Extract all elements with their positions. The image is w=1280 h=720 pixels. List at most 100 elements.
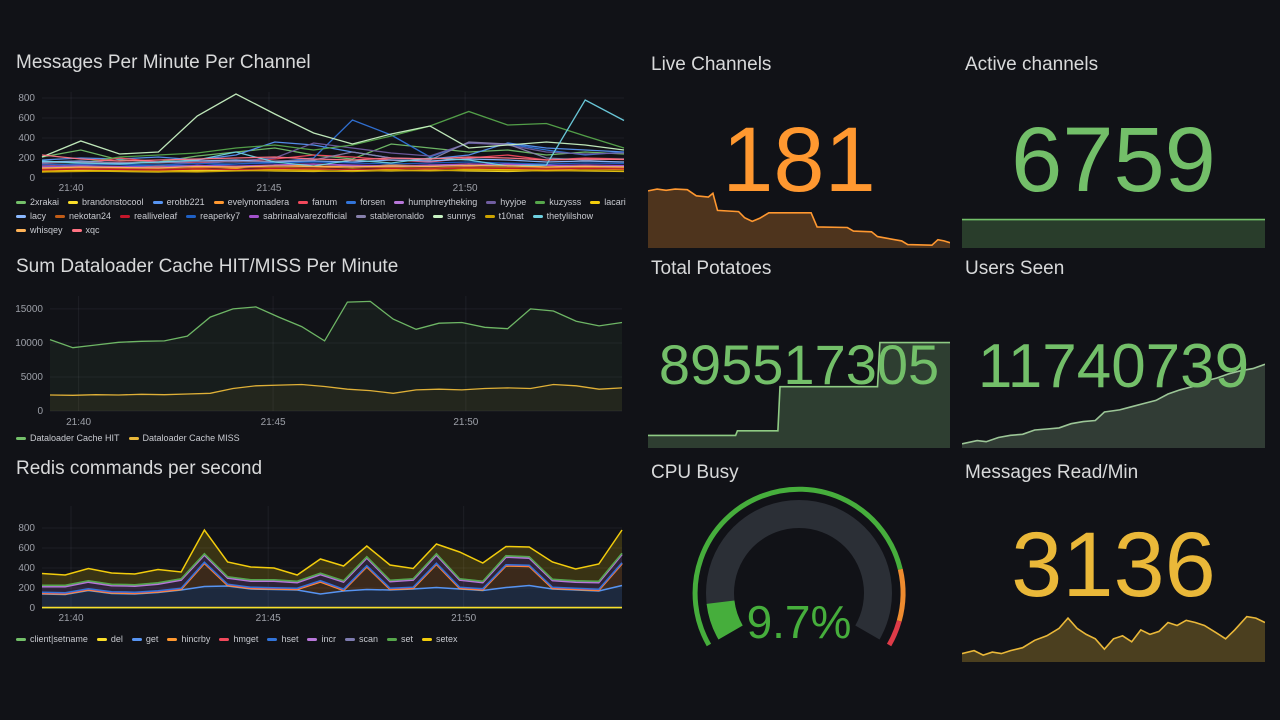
svg-text:400: 400 — [18, 133, 35, 144]
panel-title-users-seen[interactable]: Users Seen — [965, 258, 1065, 279]
legend-item-lacy[interactable]: lacy — [16, 211, 46, 221]
legend-label: hincrby — [181, 634, 211, 644]
cpu-busy-gauge — [648, 456, 950, 662]
legend-swatch — [307, 637, 318, 641]
redis-commands-legend: client|setname del get hincrby hmget hset incr… — [16, 634, 628, 644]
legend-item-client-setname[interactable]: client|setname — [16, 634, 88, 644]
svg-text:800: 800 — [18, 93, 35, 104]
legend-item-hincrby[interactable]: hincrby — [167, 634, 210, 644]
legend-item-erobb221[interactable]: erobb221 — [152, 197, 205, 207]
panel-title-active-channels[interactable]: Active channels — [965, 54, 1099, 75]
panel-title-dataloader-cache[interactable]: Sum Dataloader Cache HIT/MISS Per Minute — [16, 256, 399, 277]
legend-swatch — [152, 200, 163, 204]
legend-item-scan[interactable]: scan — [344, 634, 378, 644]
legend-label: hmget — [233, 634, 259, 644]
legend-swatch — [186, 214, 197, 218]
legend-item-hset[interactable]: hset — [267, 634, 298, 644]
legend-label: lacy — [30, 211, 47, 221]
svg-text:21:45: 21:45 — [256, 183, 281, 194]
legend-item-hyyjoe[interactable]: hyyjoe — [486, 197, 526, 207]
legend-item-sabrinaalvarezofficial[interactable]: sabrinaalvarezofficial — [249, 211, 347, 221]
panel-messages-per-minute: Messages Per Minute Per Channel 0 200 400 6… — [16, 44, 630, 248]
legend-item-t10nat[interactable]: t10nat — [484, 211, 524, 221]
live-channels-sparkline — [648, 185, 950, 248]
legend-item-realliveleaf[interactable]: realliveleaf — [120, 211, 177, 221]
legend-label: stableronaldo — [370, 211, 425, 221]
svg-text:10000: 10000 — [16, 338, 43, 349]
legend-item-whisqey[interactable]: whisqey — [16, 225, 63, 235]
legend-swatch — [298, 200, 309, 204]
legend-swatch — [267, 637, 278, 641]
legend-swatch — [167, 637, 178, 641]
legend-item-Dataloader-Cache-HIT[interactable]: Dataloader Cache HIT — [16, 433, 120, 443]
legend-item-incr[interactable]: incr — [307, 634, 336, 644]
svg-text:21:50: 21:50 — [453, 183, 478, 194]
live-channels-value: 181 — [722, 109, 876, 211]
legend-item-brandonstocool[interactable]: brandonstocool — [68, 197, 144, 207]
legend-item-sunnys[interactable]: sunnys — [433, 211, 476, 221]
legend-label: xqc — [85, 225, 100, 235]
messages-per-minute-chart[interactable]: 0 200 400 600 800 21:40 21:45 21:50 — [16, 86, 630, 200]
legend-label: kuzysss — [549, 197, 582, 207]
panel-title-messages-per-minute[interactable]: Messages Per Minute Per Channel — [16, 52, 311, 73]
svg-text:800: 800 — [18, 523, 35, 534]
legend-label: hset — [281, 634, 299, 644]
legend-label: fanum — [312, 197, 338, 207]
cpu-busy-value: 9.7% — [746, 596, 852, 648]
legend-item-thetylilshow[interactable]: thetylilshow — [532, 211, 593, 221]
panel-dataloader-cache: Sum Dataloader Cache HIT/MISS Per Minute… — [16, 252, 630, 448]
legend-swatch — [346, 200, 357, 204]
legend-label: setex — [436, 634, 458, 644]
legend-item-humphreytheking[interactable]: humphreytheking — [394, 197, 477, 207]
redis-commands-chart[interactable]: 0 200 400 600 800 21:40 21:45 21:50 — [16, 498, 630, 632]
legend-item-stableronaldo[interactable]: stableronaldo — [356, 211, 424, 221]
panel-active-channels: Active channels 6759 — [962, 44, 1265, 248]
panel-title-redis-commands[interactable]: Redis commands per second — [16, 458, 263, 479]
svg-text:21:50: 21:50 — [453, 417, 478, 428]
legend-item-lacari[interactable]: lacari — [590, 197, 626, 207]
panel-users-seen: Users Seen 11740739 — [962, 252, 1265, 448]
legend-label: scan — [358, 634, 378, 644]
svg-text:0: 0 — [29, 603, 35, 614]
legend-label: reaperky7 — [200, 211, 241, 221]
messages-per-minute-legend: 2xrakai brandonstocool erobb221 evelynomade… — [16, 197, 628, 235]
legend-swatch — [433, 214, 444, 218]
legend-item-hmget[interactable]: hmget — [219, 634, 258, 644]
dataloader-cache-chart[interactable]: 0 5000 10000 15000 21:40 21:45 21:50 — [16, 286, 630, 432]
legend-label: sunnys — [447, 211, 476, 221]
svg-text:15000: 15000 — [16, 304, 43, 315]
panel-title-live-channels[interactable]: Live Channels — [651, 54, 772, 75]
legend-label: del — [110, 634, 123, 644]
panel-title-total-potatoes[interactable]: Total Potatoes — [651, 258, 772, 279]
legend-item-fanum[interactable]: fanum — [298, 197, 337, 207]
legend-item-xqc[interactable]: xqc — [71, 225, 100, 235]
legend-item-get[interactable]: get — [131, 634, 159, 644]
panel-redis-commands: Redis commands per second 0 200 400 600 800 2… — [16, 456, 630, 660]
legend-label: whisqey — [30, 225, 63, 235]
legend-swatch — [532, 214, 543, 218]
legend-swatch — [486, 200, 497, 204]
legend-item-nekotan24[interactable]: nekotan24 — [55, 211, 111, 221]
legend-label: humphreytheking — [408, 197, 478, 207]
legend-item-set[interactable]: set — [386, 634, 413, 644]
legend-item-forsen[interactable]: forsen — [346, 197, 385, 207]
legend-item-del[interactable]: del — [96, 634, 123, 644]
total-potatoes-sparkline — [648, 330, 950, 448]
legend-item-2xrakai[interactable]: 2xrakai — [16, 197, 59, 207]
legend-label: client|setname — [30, 634, 88, 644]
panel-title-messages-read[interactable]: Messages Read/Min — [965, 462, 1139, 483]
legend-item-reaperky7[interactable]: reaperky7 — [186, 211, 240, 221]
legend-item-setex[interactable]: setex — [422, 634, 458, 644]
legend-swatch — [131, 637, 142, 641]
legend-item-evelynomadera[interactable]: evelynomadera — [213, 197, 289, 207]
svg-text:21:45: 21:45 — [256, 613, 281, 624]
legend-label: hyyjoe — [500, 197, 527, 207]
legend-label: nekotan24 — [69, 211, 112, 221]
legend-item-Dataloader-Cache-MISS[interactable]: Dataloader Cache MISS — [128, 433, 240, 443]
legend-item-kuzysss[interactable]: kuzysss — [535, 197, 581, 207]
svg-text:21:40: 21:40 — [58, 613, 83, 624]
panel-title-cpu-busy[interactable]: CPU Busy — [651, 462, 739, 483]
legend-label: Dataloader Cache MISS — [142, 433, 240, 443]
legend-label: get — [145, 634, 159, 644]
legend-label: forsen — [360, 197, 386, 207]
